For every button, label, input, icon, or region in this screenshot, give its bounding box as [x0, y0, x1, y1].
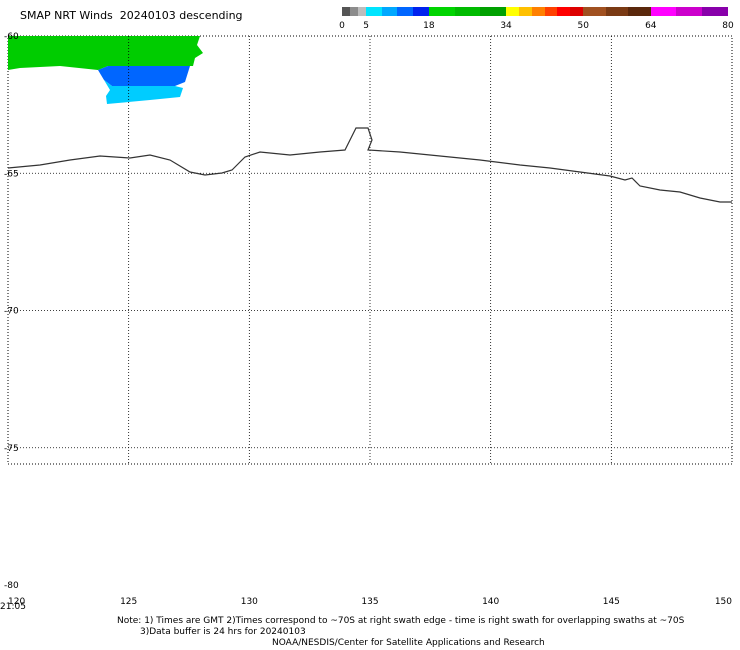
latitude-labels: -60 -65 -70 -75 -80 — [4, 32, 19, 591]
antarctic-coastline — [7, 127, 732, 203]
wind-speed-colorbar — [342, 7, 728, 16]
wind-swath-green — [8, 36, 203, 70]
colorbar-segment — [676, 7, 703, 16]
longitude-label: 145 — [603, 597, 620, 607]
colorbar-segment — [397, 7, 414, 16]
map-title: SMAP NRT Winds 20240103 descending — [20, 9, 243, 22]
longitude-label: 120 — [8, 597, 25, 607]
colorbar-segment — [570, 7, 584, 16]
longitude-label: 130 — [241, 597, 258, 607]
colorbar-label: 64 — [645, 21, 657, 31]
colorbar-segment — [531, 7, 545, 16]
colorbar-segment — [454, 7, 481, 16]
wind-swath-cyan — [104, 80, 183, 104]
latitude-label: -65 — [4, 169, 19, 179]
colorbar-segment — [366, 7, 382, 16]
colorbar-segment — [428, 7, 455, 16]
wind-swath-blue — [98, 66, 190, 86]
colorbar-segment — [480, 7, 506, 16]
footer-note-line1: Note: 1) Times are GMT 2)Times correspon… — [117, 616, 685, 626]
latitude-label: -70 — [4, 307, 19, 317]
colorbar-segment — [413, 7, 429, 16]
colorbar-segment — [381, 7, 398, 16]
colorbar-label: 80 — [722, 21, 734, 31]
colorbar-label: 18 — [423, 21, 435, 31]
latitude-label: -80 — [4, 581, 19, 591]
colorbar-segment — [342, 7, 351, 16]
longitude-label: 140 — [482, 597, 499, 607]
colorbar-label: 50 — [577, 21, 589, 31]
colorbar-segment — [358, 7, 367, 16]
latitude-label: -60 — [4, 32, 19, 42]
colorbar-segment — [544, 7, 558, 16]
longitude-label: 150 — [715, 597, 732, 607]
colorbar-segment — [557, 7, 571, 16]
graticule — [8, 36, 732, 464]
longitude-label: 125 — [120, 597, 137, 607]
footer-credit: NOAA/NESDIS/Center for Satellite Applica… — [272, 638, 545, 648]
colorbar-segment — [628, 7, 651, 16]
longitude-label: 135 — [361, 597, 378, 607]
colorbar-label: 34 — [500, 21, 512, 31]
colorbar-label: 0 — [339, 21, 345, 31]
time-label: 21:05 — [0, 602, 26, 612]
colorbar-segment — [350, 7, 359, 16]
latitude-label: -75 — [4, 444, 19, 454]
colorbar-segment — [583, 7, 606, 16]
colorbar-segment — [518, 7, 532, 16]
colorbar-segment — [650, 7, 677, 16]
colorbar-segment — [505, 7, 519, 16]
footer-note-line2: 3)Data buffer is 24 hrs for 20240103 — [140, 627, 306, 637]
colorbar-label: 5 — [363, 21, 369, 31]
colorbar-segment — [702, 7, 728, 16]
longitude-labels: 120 125 130 135 140 145 150 — [8, 597, 732, 607]
colorbar-segment — [605, 7, 629, 16]
